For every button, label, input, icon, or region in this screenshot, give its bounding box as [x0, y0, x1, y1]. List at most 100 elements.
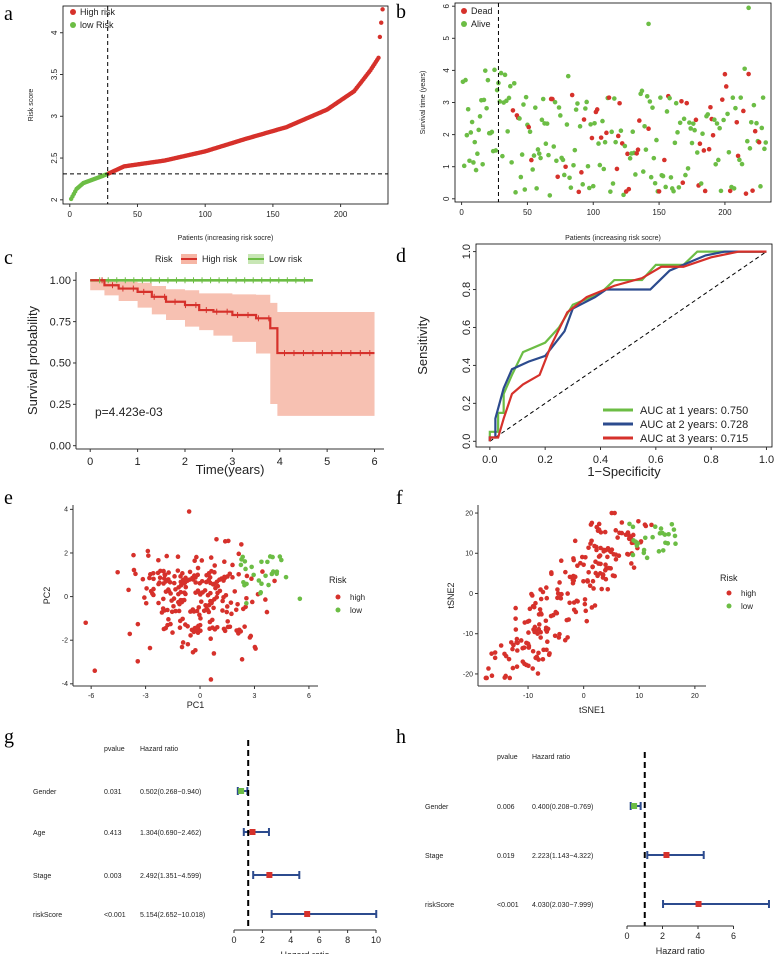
high-risk-point [609, 547, 615, 552]
alive-point [584, 99, 589, 105]
dead-point [555, 174, 560, 180]
alive-point [742, 66, 747, 72]
x-tick-label: 3 [229, 456, 235, 468]
low-risk-point [660, 548, 666, 553]
hazard-ratio-column-header: Hazard ratio [532, 754, 570, 761]
high-risk-point [217, 577, 222, 583]
high-risk-point [613, 557, 619, 562]
high-risk-point [249, 576, 254, 582]
hazard-ratio-marker [631, 803, 638, 809]
alive-point [694, 150, 700, 155]
high-risk-point [507, 675, 513, 681]
high-risk-point [156, 600, 161, 606]
row-pvalue: 0.006 [497, 804, 515, 811]
high-risk-point [194, 554, 199, 560]
high-risk-point [597, 571, 603, 576]
x-axis-title: Patients (increasing risk socre) [565, 235, 661, 242]
legend-label: High risk [80, 7, 116, 17]
high-risk-point [221, 626, 227, 632]
dead-point [706, 146, 712, 152]
x-tick-label: 0 [624, 931, 629, 941]
alive-point [658, 95, 663, 100]
row-label: Stage [33, 873, 51, 880]
high-risk-point [630, 532, 636, 538]
high-risk-point [178, 589, 184, 595]
y-tick-label: -10 [463, 631, 473, 638]
x-tick-label: 2 [182, 456, 188, 468]
alive-point [585, 163, 591, 169]
legend-marker [70, 9, 76, 15]
dead-point [697, 141, 703, 147]
alive-point [577, 124, 583, 129]
high-risk-point [565, 591, 570, 596]
dead-point [617, 100, 622, 106]
y-tick-label: 0.8 [461, 282, 473, 297]
alive-point [745, 138, 750, 144]
high-risk-point [197, 622, 203, 628]
high-risk-point [492, 650, 498, 655]
x-tick-label: 2 [260, 935, 265, 945]
high-risk-point [226, 538, 231, 544]
high-risk-point [543, 618, 549, 624]
roc-curve-2 [488, 250, 767, 442]
dead-point [752, 128, 758, 134]
high-risk-point [244, 595, 249, 601]
alive-point [754, 120, 759, 126]
low-risk-point [258, 590, 264, 595]
high-risk-point [631, 565, 637, 570]
alive-point [535, 147, 541, 152]
high-risk-point [264, 609, 270, 615]
high-risk-point [135, 659, 141, 664]
high-risk-point [612, 573, 617, 579]
low-risk-point [270, 569, 276, 574]
dead-point [750, 188, 755, 193]
low-risk-point [658, 526, 664, 531]
y-tick-label: 4 [50, 30, 59, 35]
alive-point [660, 173, 666, 179]
high-risk-point [166, 617, 171, 622]
high-risk-point [502, 651, 507, 657]
high-risk-point [594, 547, 599, 553]
y-tick-label: 20 [465, 510, 473, 517]
alive-point [685, 166, 691, 171]
high-risk-point [224, 609, 230, 615]
roc-curve-1 [488, 250, 767, 442]
high-risk-point [171, 596, 177, 601]
alive-point [480, 161, 485, 167]
high-risk-point [550, 612, 556, 618]
panel-label-g: g [4, 726, 14, 748]
panel-label-f: f [396, 487, 403, 509]
hazard-ratio-marker [238, 788, 245, 794]
high-risk-point [210, 625, 215, 630]
alive-point [622, 143, 628, 149]
high-risk-point [235, 601, 240, 607]
alive-point [558, 113, 563, 118]
alive-point [560, 157, 566, 163]
y-tick-label: 2 [442, 132, 451, 137]
alive-point [511, 81, 517, 86]
x-axis-title: PC1 [187, 700, 205, 710]
alive-point [747, 146, 753, 151]
alive-point [508, 83, 513, 89]
alive-point [712, 117, 717, 123]
high-risk-point [539, 612, 544, 617]
x-tick-label: 0 [459, 208, 464, 217]
high-risk-point [183, 622, 188, 627]
high-risk-point [606, 565, 611, 571]
plot-frame [62, 5, 389, 205]
high-risk-point [524, 640, 529, 646]
dead-point [604, 130, 609, 136]
high-risk-point [558, 596, 564, 601]
high-risk-point [263, 597, 268, 602]
high-risk-point [625, 530, 631, 535]
alive-point [689, 140, 695, 146]
high-risk-point [530, 648, 536, 654]
high-risk-point [208, 590, 213, 596]
dead-point [598, 135, 604, 140]
high-risk-point [581, 578, 586, 584]
high-risk-point [514, 636, 520, 642]
high-risk-point [601, 549, 607, 554]
alive-point [668, 175, 674, 180]
x-tick-label: 10 [635, 693, 643, 700]
high-risk-point [147, 575, 152, 581]
